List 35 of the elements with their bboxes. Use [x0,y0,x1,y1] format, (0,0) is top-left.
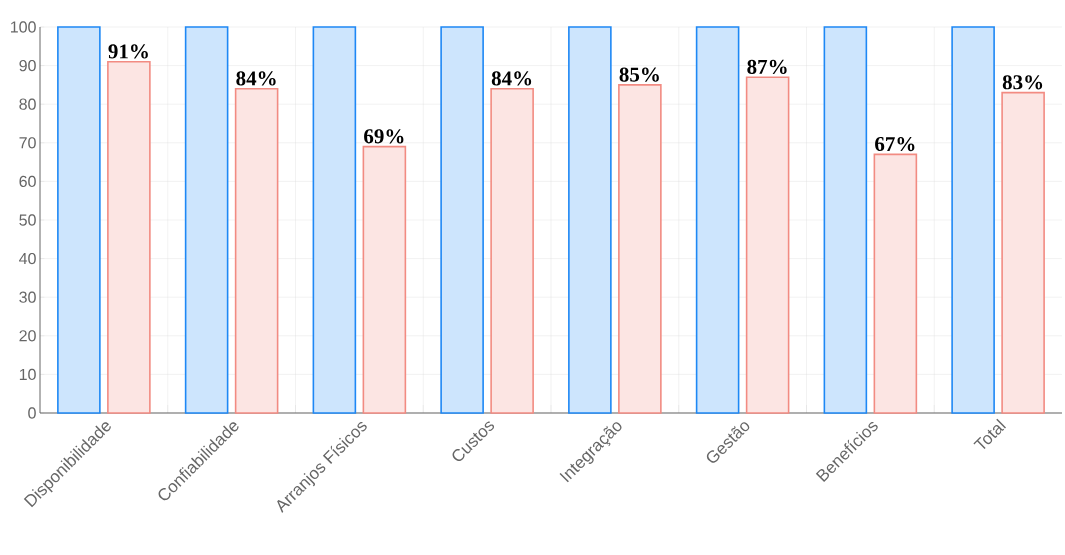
bar [184,26,229,414]
bar [1001,91,1045,414]
bar [873,153,918,414]
bar [234,87,279,414]
bar [107,60,151,414]
y-tick-label: 80 [19,98,36,110]
bar [490,87,534,414]
data-label: 87% [747,59,787,74]
y-tick-label: 30 [19,291,36,303]
bar [745,76,790,414]
y-tick-label: 10 [19,368,36,381]
y-tick-label: 70 [19,137,36,149]
y-tick-label: 100 [11,21,36,33]
bar [618,84,662,414]
y-tick-label: 50 [19,214,36,226]
bar [57,26,101,414]
y-tick-label: 0 [28,407,36,419]
bar [695,26,740,414]
bar [440,26,484,414]
y-tick-label: 40 [19,252,36,265]
data-label: 69% [364,129,404,144]
y-tick-label: 90 [19,59,36,72]
bar [951,26,995,414]
y-tick-label: 20 [19,330,36,342]
y-tick-label: 60 [19,175,36,188]
data-label: 67% [875,136,915,152]
data-label: 84% [236,71,276,86]
bar [568,26,612,414]
bar [362,145,407,414]
bar [823,26,868,414]
data-label: 83% [1002,75,1043,90]
data-label: 91% [108,44,148,59]
data-label: 85% [619,67,659,82]
data-label: 84% [491,71,532,86]
bar [312,26,357,414]
